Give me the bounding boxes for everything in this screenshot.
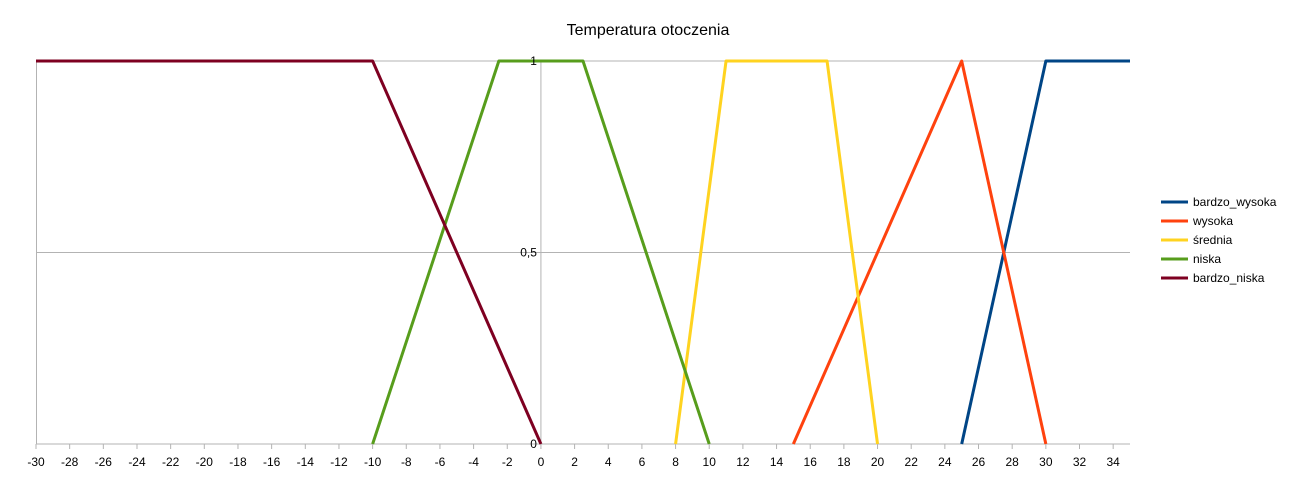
- x-tick-label: -18: [229, 455, 247, 469]
- x-tick-label: 20: [871, 455, 885, 469]
- chart-title: Temperatura otoczenia: [567, 22, 730, 39]
- x-tick-label: -22: [162, 455, 180, 469]
- x-tick-label: 16: [804, 455, 818, 469]
- legend-label: bardzo_niska: [1193, 271, 1265, 285]
- x-tick-label: -6: [435, 455, 446, 469]
- x-tick-label: 12: [736, 455, 750, 469]
- x-tick-label: -8: [401, 455, 412, 469]
- legend-label: wysoka: [1192, 214, 1233, 228]
- x-tick-label: -26: [95, 455, 113, 469]
- x-tick-label: 26: [972, 455, 986, 469]
- x-tick-label: 4: [605, 455, 612, 469]
- x-tick-label: -28: [61, 455, 79, 469]
- grid-lines: [36, 60, 1130, 253]
- y-tick-labels: 00,51: [520, 54, 537, 451]
- axes: [35, 61, 1130, 449]
- x-tick-label: -20: [196, 455, 214, 469]
- series-line--rednia: [674, 59, 880, 445]
- x-tick-label: -2: [502, 455, 513, 469]
- legend-label: bardzo_wysoka: [1193, 195, 1277, 209]
- series-lines: [36, 59, 1130, 445]
- y-tick-label: 0: [530, 437, 537, 451]
- x-tick-label: 14: [770, 455, 784, 469]
- y-tick-label: 0,5: [520, 246, 537, 260]
- x-tick-label: 34: [1106, 455, 1120, 469]
- x-tick-label: -16: [263, 455, 281, 469]
- series-line-wysoka: [792, 59, 1048, 445]
- x-tick-label: 2: [571, 455, 578, 469]
- x-tick-label: 22: [905, 455, 919, 469]
- x-tick-label: -14: [297, 455, 315, 469]
- x-tick-label: -10: [364, 455, 382, 469]
- legend-label: średnia: [1193, 233, 1233, 247]
- x-tick-label: 30: [1039, 455, 1053, 469]
- series-line-bardzo-wysoka: [960, 59, 1130, 445]
- x-tick-label: 28: [1006, 455, 1020, 469]
- x-tick-label: 32: [1073, 455, 1087, 469]
- series-line-bardzo-niska: [36, 59, 543, 445]
- x-tick-label: 10: [703, 455, 717, 469]
- x-tick-label: 6: [639, 455, 646, 469]
- x-tick-labels: -30 -28 -26 -24 -22 -20 -18 -16 -14 -12 -10 -8 -6 -4-…: [27, 455, 1120, 469]
- x-tick-label: -24: [128, 455, 146, 469]
- x-tick-label: -30: [27, 455, 45, 469]
- x-tick-label: -4: [468, 455, 479, 469]
- y-tick-label: 1: [530, 54, 537, 68]
- series-line-niska: [371, 59, 711, 445]
- x-tick-label: 18: [837, 455, 851, 469]
- x-tick-label: 8: [672, 455, 679, 469]
- x-tick-label: 0: [538, 455, 545, 469]
- x-tick-label: -12: [330, 455, 348, 469]
- legend-label: niska: [1193, 252, 1221, 266]
- x-tick-label: 24: [938, 455, 952, 469]
